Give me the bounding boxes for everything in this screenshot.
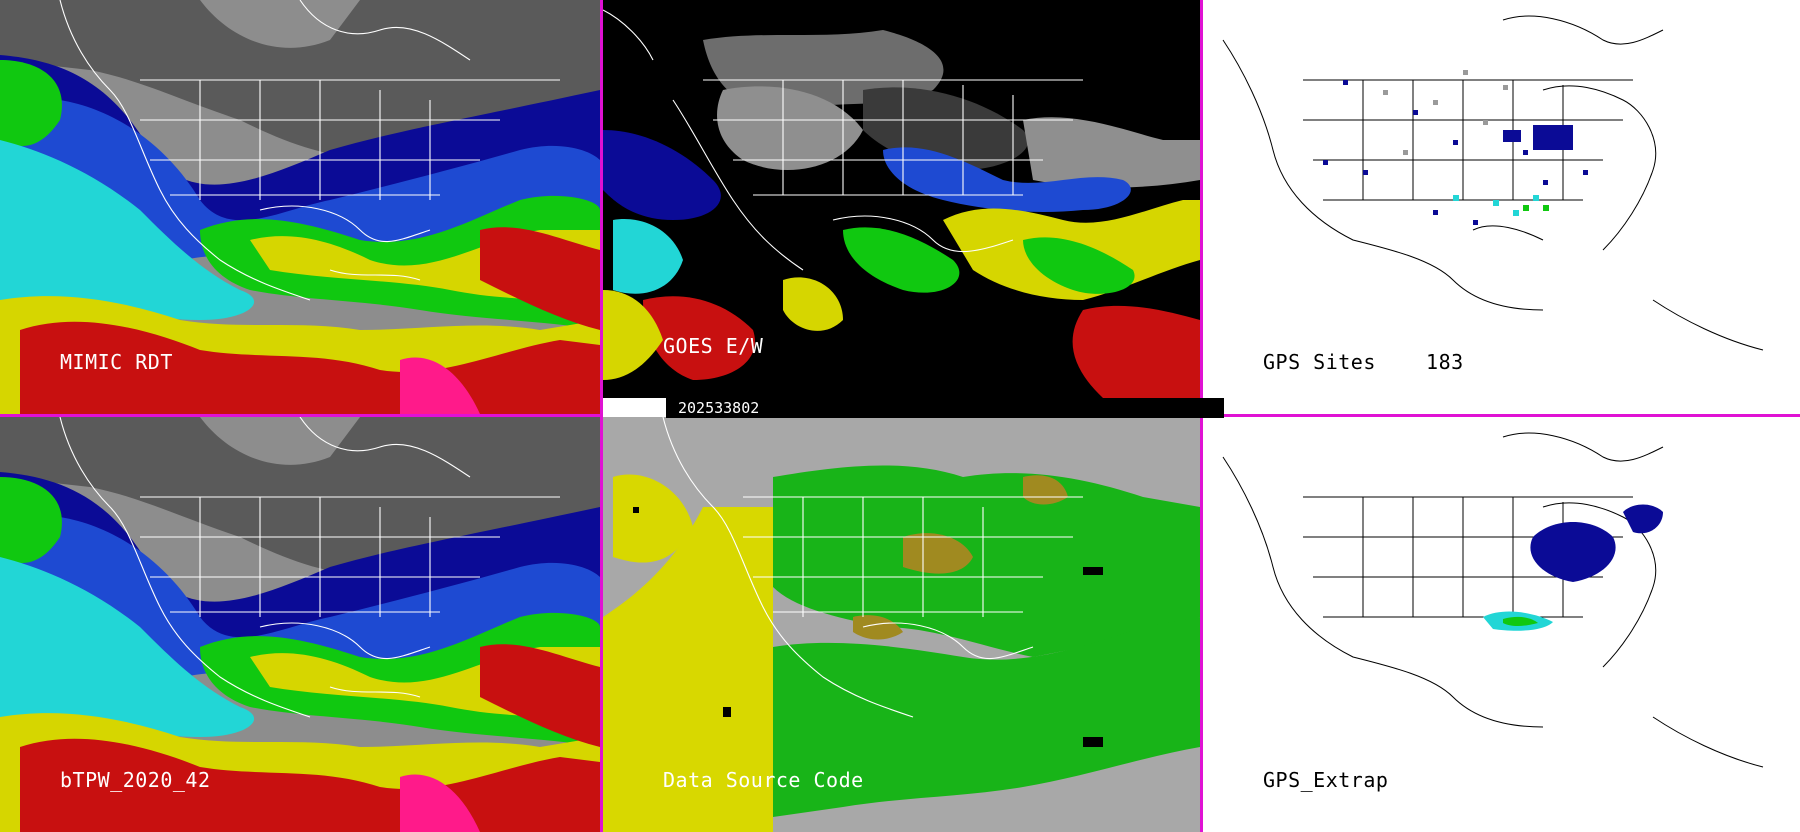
horizontal-divider-right bbox=[1203, 414, 1800, 417]
gps-sites-count: 183 bbox=[1426, 350, 1464, 374]
timestamp-bar: 202533802 bbox=[666, 398, 1224, 418]
gps-sites-label: GPS Sites bbox=[1263, 350, 1376, 374]
panel-label: bTPW_2020_42 bbox=[60, 768, 211, 792]
panel-label: GPS_Extrap bbox=[1263, 768, 1389, 792]
mimic-rdt-map bbox=[0, 0, 600, 414]
data-source-panel[interactable]: Data Source Code bbox=[603, 417, 1200, 832]
panel-label: GOES E/W bbox=[663, 334, 764, 358]
gps-extrap-panel[interactable]: GPS_Extrap bbox=[1203, 417, 1800, 832]
gps-extrap-map bbox=[1203, 417, 1800, 832]
data-source-map bbox=[603, 417, 1200, 832]
mimic-rdt-panel[interactable]: MIMIC RDT bbox=[0, 0, 600, 414]
panel-label: GPS Sites 183 bbox=[1263, 350, 1464, 374]
vertical-divider-left bbox=[600, 0, 603, 832]
horizontal-divider-left bbox=[0, 414, 600, 417]
goes-ew-panel[interactable]: GOES E/W bbox=[603, 0, 1200, 398]
goes-ew-map bbox=[603, 0, 1200, 398]
gps-sites-panel[interactable]: GPS Sites 183 bbox=[1203, 0, 1800, 414]
btpw-panel[interactable]: bTPW_2020_42 bbox=[0, 417, 600, 832]
gps-sites-map bbox=[1203, 0, 1800, 414]
btpw-map bbox=[0, 417, 600, 832]
panel-label: MIMIC RDT bbox=[60, 350, 173, 374]
panel-label: Data Source Code bbox=[663, 768, 864, 792]
